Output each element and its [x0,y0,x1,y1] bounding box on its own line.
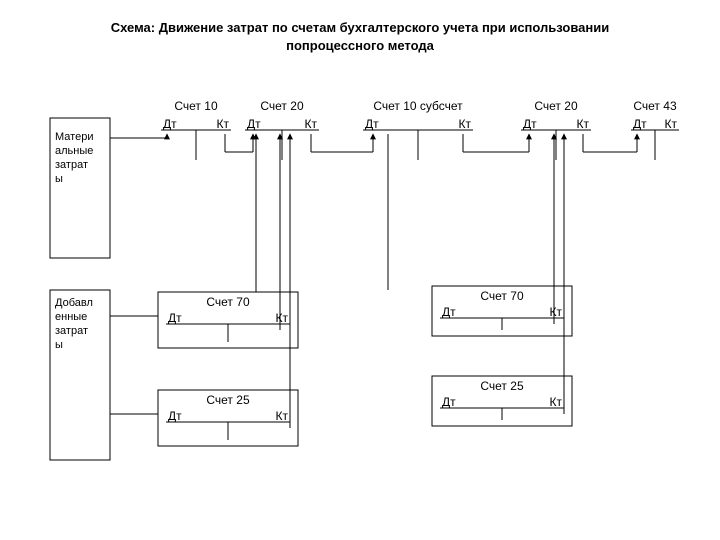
svg-text:Кт: Кт [459,117,472,131]
svg-text:Счет 25: Счет 25 [480,379,524,393]
svg-text:Добавл: Добавл [55,297,93,309]
svg-text:Счет 10 субсчет: Счет 10 субсчет [373,99,463,113]
svg-text:ы: ы [55,173,63,185]
svg-text:Кт: Кт [276,409,289,423]
svg-text:альные: альные [55,145,93,157]
svg-text:Дт: Дт [365,117,379,131]
svg-text:Кт: Кт [217,117,230,131]
svg-text:ы: ы [55,339,63,351]
svg-text:затрат: затрат [55,325,88,337]
svg-text:енные: енные [55,311,87,323]
svg-text:Кт: Кт [550,305,563,319]
svg-text:Дт: Дт [168,311,182,325]
svg-text:Схема: Движение затрат по счет: Схема: Движение затрат по счетам бухгалт… [111,20,610,35]
svg-text:Счет 70: Счет 70 [480,289,524,303]
svg-text:Счет 10: Счет 10 [174,99,218,113]
svg-text:Дт: Дт [523,117,537,131]
svg-text:Дт: Дт [247,117,261,131]
svg-text:Дт: Дт [163,117,177,131]
svg-text:Счет 20: Счет 20 [260,99,304,113]
svg-text:Счет 25: Счет 25 [206,393,250,407]
svg-text:Матери: Матери [55,131,93,143]
diagram: Схема: Движение затрат по счетам бухгалт… [0,0,720,540]
svg-text:Счет 43: Счет 43 [633,99,677,113]
svg-text:Кт: Кт [305,117,318,131]
svg-text:Кт: Кт [550,395,563,409]
svg-text:попроцессного метода: попроцессного метода [286,38,435,53]
svg-text:затрат: затрат [55,159,88,171]
svg-text:Кт: Кт [577,117,590,131]
svg-text:Кт: Кт [665,117,678,131]
svg-text:Дт: Дт [168,409,182,423]
svg-text:Счет 20: Счет 20 [534,99,578,113]
svg-text:Счет 70: Счет 70 [206,295,250,309]
svg-text:Кт: Кт [276,311,289,325]
svg-text:Дт: Дт [442,395,456,409]
svg-text:Дт: Дт [442,305,456,319]
svg-text:Дт: Дт [633,117,647,131]
